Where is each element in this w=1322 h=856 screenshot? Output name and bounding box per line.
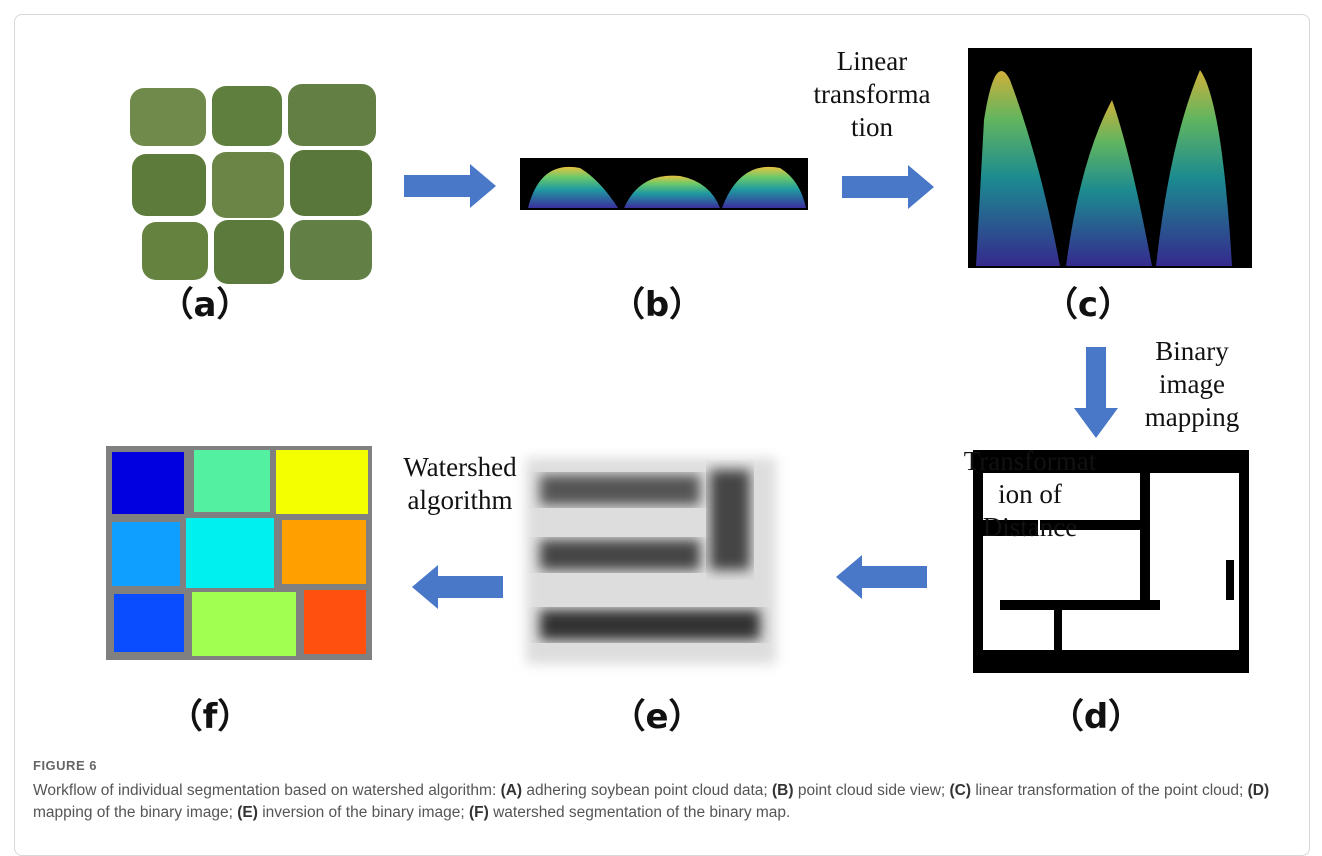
step-label: Linear — [837, 46, 907, 76]
caption-item-label: (C) — [950, 782, 972, 799]
panel-f-image — [106, 446, 372, 660]
caption-item-label: (B) — [772, 782, 794, 799]
panel-label: （c） — [1044, 285, 1132, 325]
page: Linear transforma tion Binary image mapp… — [0, 0, 1322, 832]
step-label: image — [1159, 369, 1225, 399]
step-label: tion — [851, 112, 894, 142]
step-label: transforma — [814, 79, 931, 109]
arrow — [404, 164, 496, 208]
caption-item-text: watershed segmentation of the binary map… — [493, 804, 790, 821]
panel-c-image — [968, 48, 1252, 268]
caption-lead: Workflow of individual segmentation base… — [33, 782, 496, 799]
step-label: ion of — [998, 479, 1062, 509]
step-label: Binary — [1155, 336, 1229, 366]
figure-label: FIGURE 6 — [33, 758, 97, 773]
panel-label: （a） — [160, 285, 251, 325]
caption-item-text: adhering soybean point cloud data; — [526, 782, 767, 799]
figure: Linear transforma tion Binary image mapp… — [0, 0, 1322, 750]
step-label: Distance — [983, 512, 1077, 542]
panel-label: （d） — [1050, 697, 1142, 737]
panel-b-image — [520, 158, 808, 210]
panel-label: （e） — [611, 697, 702, 737]
step-label: Watershed — [403, 452, 517, 482]
caption-item-text: linear transformation of the point cloud… — [975, 782, 1243, 799]
caption-item-label: (A) — [501, 782, 523, 799]
panel-a-image — [130, 84, 376, 284]
arrow — [1074, 347, 1118, 438]
caption-item-text: inversion of the binary image; — [262, 804, 464, 821]
panel-e-image — [526, 458, 776, 664]
step-label: algorithm — [408, 485, 513, 515]
caption-item-text: mapping of the binary image; — [33, 804, 233, 821]
arrow — [836, 555, 927, 599]
panel-label: （f） — [169, 697, 252, 737]
arrow — [842, 165, 934, 209]
caption-item-label: (D) — [1248, 782, 1270, 799]
panel-label: （b） — [611, 285, 703, 325]
caption: Workflow of individual segmentation base… — [33, 780, 1295, 824]
caption-item-label: (F) — [469, 804, 489, 821]
step-label: Transformat — [964, 446, 1097, 476]
arrow — [412, 565, 503, 609]
step-label: mapping — [1145, 402, 1240, 432]
caption-item-text: point cloud side view; — [798, 782, 945, 799]
caption-item-label: (E) — [237, 804, 258, 821]
